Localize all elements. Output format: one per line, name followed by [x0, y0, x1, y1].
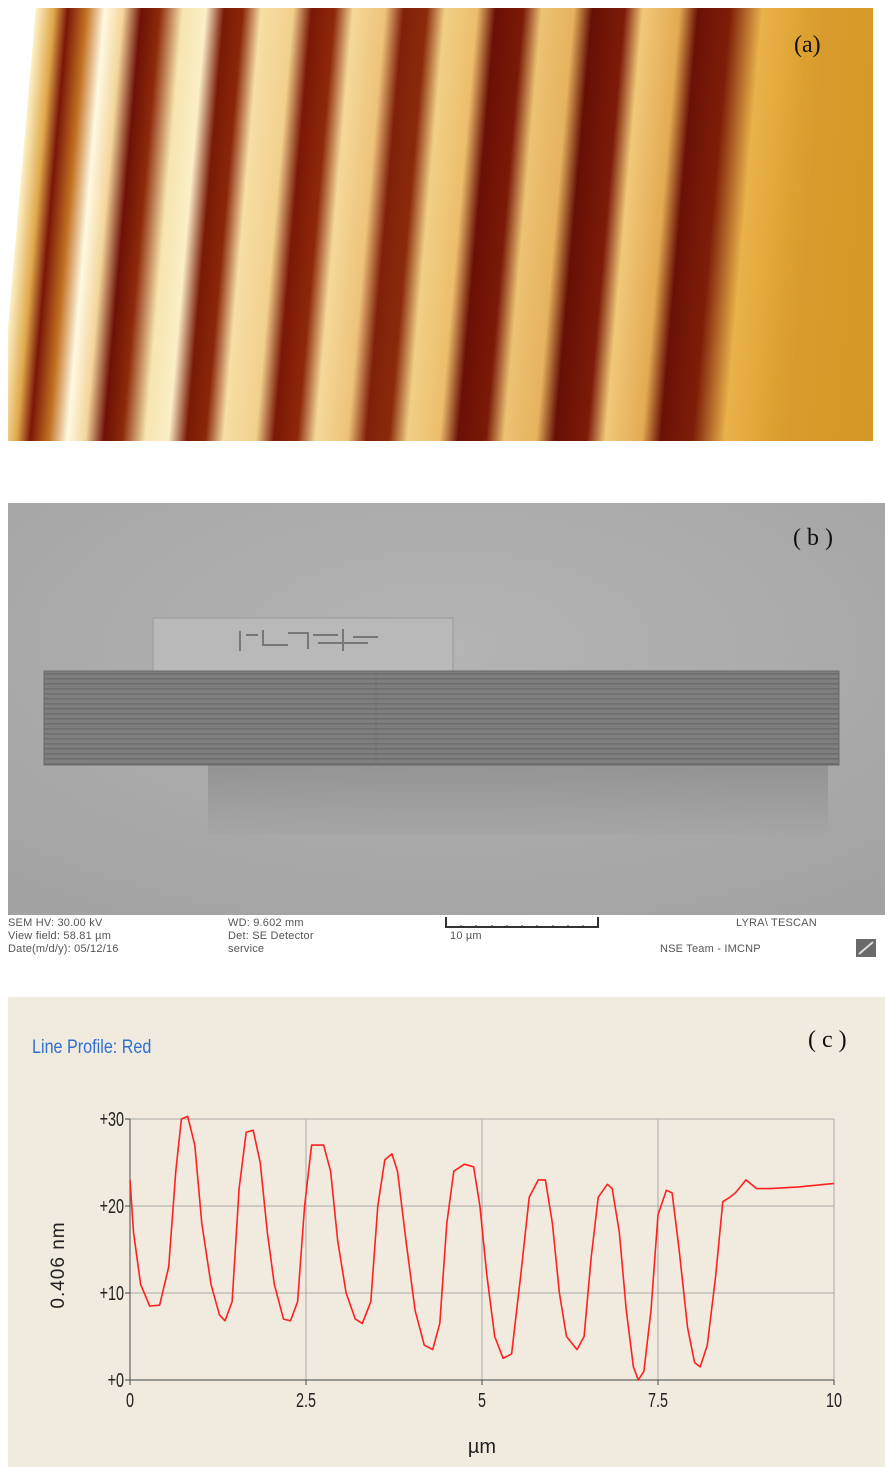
- sem-team: NSE Team - IMCNP: [660, 943, 761, 955]
- sem-logo-icon: [856, 939, 876, 957]
- afm-image-panel: (a): [8, 8, 873, 441]
- x-tick-label: 7.5: [648, 1389, 668, 1412]
- y-tick-label: +30: [100, 1108, 124, 1131]
- y-axis-label: 0.406 nm: [48, 1221, 69, 1308]
- sem-brand: LYRA\ TESCAN: [736, 917, 817, 929]
- x-tick-label: 10: [826, 1389, 842, 1412]
- y-tick-label: +20: [100, 1195, 124, 1218]
- sem-image-panel: SEM HV: 30.00 kV WD: 9.602 mm LYRA\ TESC…: [8, 503, 885, 965]
- x-tick-label: 5: [478, 1389, 486, 1412]
- panel-label-a: (a): [794, 32, 821, 58]
- sem-wd: WD: 9.602 mm: [228, 917, 304, 929]
- sem-pad-marking: [239, 629, 378, 651]
- panel-label-b: ( b ): [793, 525, 833, 551]
- y-tick-label: +0: [108, 1369, 124, 1392]
- chart-ticks: +0 +10 +20 +30 0 2.5 5 7.5 10: [100, 1108, 842, 1412]
- profile-series-line: [129, 1115, 835, 1381]
- x-tick-label: 2.5: [296, 1389, 316, 1412]
- line-profile-panel: Line Profile: Red ( c ) +0 +10 +20 +30 0 2.5 5…: [8, 997, 885, 1467]
- chart-series: [129, 1115, 835, 1381]
- sem-scale-bar: [445, 917, 599, 928]
- sem-image: [8, 503, 885, 915]
- sem-detector: Det: SE Detector: [228, 930, 314, 942]
- panel-label-c: ( c ): [808, 1027, 847, 1053]
- sem-date: Date(m/d/y): 05/12/16: [8, 943, 119, 955]
- line-profile-chart: +0 +10 +20 +30 0 2.5 5 7.5 10 0.406 nm µm: [48, 1108, 842, 1458]
- sem-scale-label: 10 µm: [450, 930, 482, 942]
- chart-grid: [130, 1118, 835, 1380]
- x-axis-label: µm: [468, 1436, 496, 1458]
- y-tick-label: +10: [100, 1282, 124, 1305]
- sem-view-field: View field: 58.81 µm: [8, 930, 112, 942]
- chart-title: Line Profile: Red: [32, 1037, 152, 1058]
- sem-hv: SEM HV: 30.00 kV: [8, 917, 103, 929]
- afm-stripes-image: [8, 8, 873, 441]
- sem-user: service: [228, 943, 265, 955]
- sem-info-bar: SEM HV: 30.00 kV WD: 9.602 mm LYRA\ TESC…: [8, 915, 885, 965]
- x-tick-label: 0: [126, 1389, 134, 1412]
